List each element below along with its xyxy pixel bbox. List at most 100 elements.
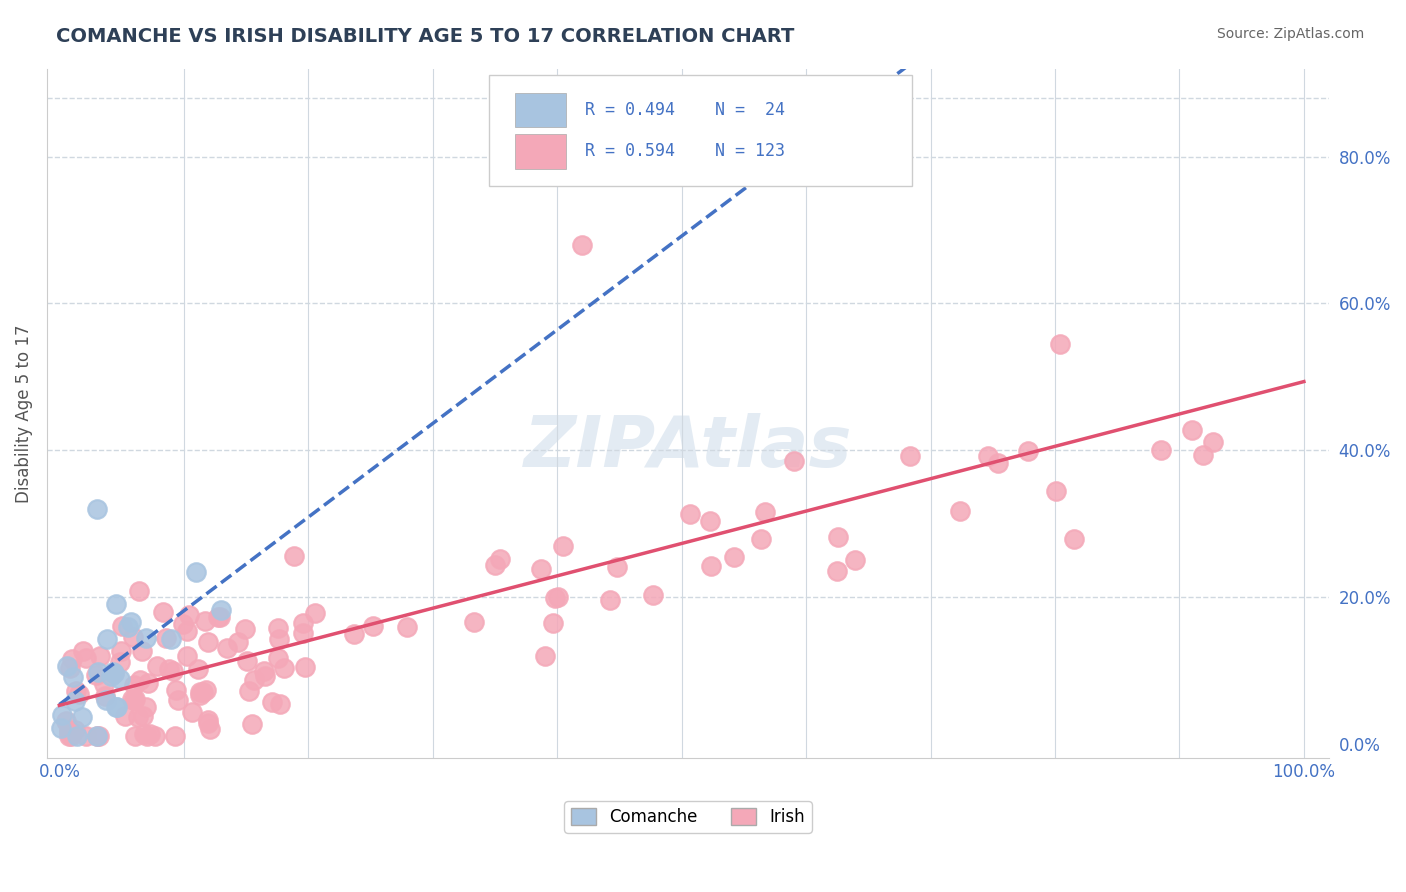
Point [226,635,249,649]
Point [166,693,188,707]
Point [155,632,177,646]
Point [484,558,506,572]
Point [571,237,593,252]
Point [105,598,128,612]
Point [193,684,215,698]
Point [157,662,180,676]
Point [165,683,187,698]
Point [269,697,291,711]
Point [745,135,768,149]
Point [51,708,73,723]
Point [197,635,219,649]
Point [361,618,384,632]
Point [551,539,574,553]
Point [197,713,219,727]
Point [87,665,110,679]
Text: R = 0.594    N = 123: R = 0.594 N = 123 [585,143,786,161]
Point [124,729,146,743]
Point [898,450,921,464]
Point [66,729,89,743]
Point [89,649,111,664]
Point [117,619,139,633]
Point [114,708,136,723]
Point [162,665,184,679]
Point [135,699,157,714]
Point [783,453,806,467]
Point [198,723,221,737]
Point [127,709,149,723]
Point [100,669,122,683]
Point [59,661,82,675]
Point [207,610,229,624]
Point [129,673,152,687]
Point [75,729,97,743]
Point [1049,336,1071,351]
Point [1181,423,1204,437]
Point [215,640,238,655]
Point [827,530,849,544]
Point [291,616,314,631]
Point [269,632,291,646]
Point [1202,435,1225,450]
Point [197,716,219,731]
Point [188,685,211,699]
Point [176,624,198,638]
Point [103,665,125,680]
Point [75,651,97,665]
Point [699,515,721,529]
Point [754,505,776,519]
Point [103,665,125,680]
Point [58,723,80,737]
Point [283,549,305,564]
Legend: Comanche, Irish: Comanche, Irish [564,801,811,833]
Point [105,700,128,714]
Point [96,632,118,646]
Point [67,687,90,701]
Point [65,684,87,698]
Point [108,655,131,669]
Point [87,729,110,743]
Point [136,676,159,690]
Point [58,729,80,743]
Point [1045,483,1067,498]
Bar [515,93,567,128]
Point [1063,533,1085,547]
Point [86,501,108,516]
Point [86,729,108,743]
Point [132,727,155,741]
Point [243,673,266,688]
Point [599,592,621,607]
Point [176,649,198,664]
Point [253,669,276,683]
Point [172,617,194,632]
Point [260,695,283,709]
Point [49,721,72,735]
Point [56,659,79,673]
Point [177,608,200,623]
Point [111,619,134,633]
Point [700,558,723,573]
Point [643,588,665,602]
Point [267,621,290,635]
Bar [515,134,567,169]
Point [163,729,186,743]
Point [101,665,124,679]
Point [84,668,107,682]
Point [72,644,94,658]
Point [65,723,87,737]
FancyBboxPatch shape [489,76,912,186]
Point [120,615,142,629]
Point [186,565,208,579]
Point [291,626,314,640]
Point [110,644,132,658]
Point [723,549,745,564]
Point [94,689,117,703]
Y-axis label: Disability Age 5 to 17: Disability Age 5 to 17 [15,324,32,503]
Point [135,631,157,645]
Point [122,678,145,692]
Point [55,714,77,728]
Point [533,649,555,664]
Point [86,729,108,743]
Point [70,710,93,724]
Point [749,532,772,546]
